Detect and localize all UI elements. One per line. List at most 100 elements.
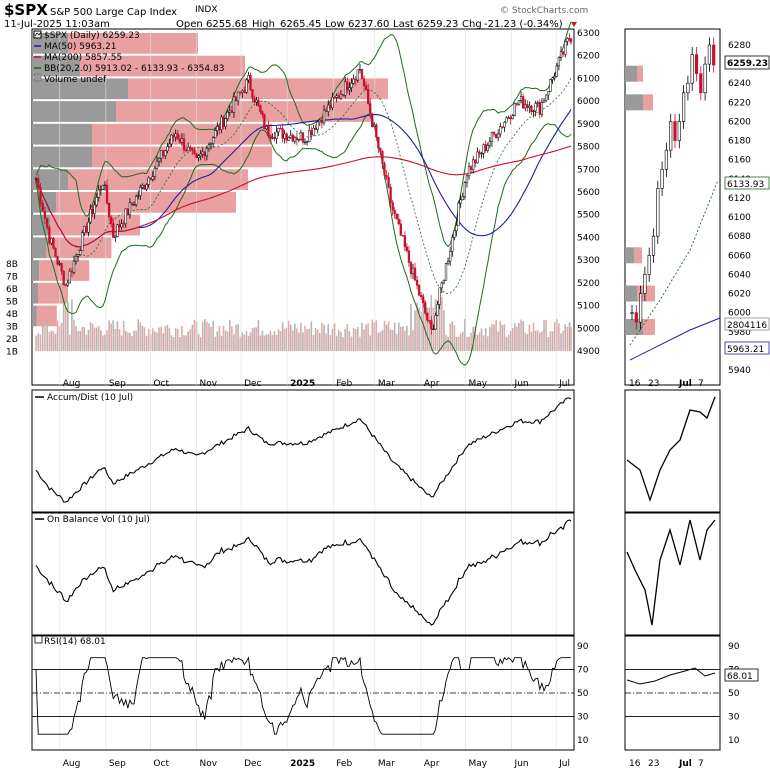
volume-bar xyxy=(461,331,464,351)
volume-bar xyxy=(191,324,194,351)
symbol: $SPX xyxy=(4,1,48,19)
candle-body xyxy=(137,195,140,197)
volume-tick-label: 7B xyxy=(6,273,18,283)
volume-bars xyxy=(35,294,572,351)
volume-bar xyxy=(189,329,192,351)
candle-body xyxy=(130,202,134,206)
volume-bar xyxy=(530,331,533,351)
candle-body xyxy=(151,176,154,180)
volume-bar xyxy=(139,322,142,351)
volume-bar xyxy=(77,330,79,351)
zoom-tick-label: 6220 xyxy=(728,98,751,108)
price-tick-label: 6200 xyxy=(577,52,600,62)
candle-body xyxy=(476,151,479,164)
volume-bar xyxy=(428,307,431,351)
rsi-tick-label: 90 xyxy=(577,642,589,652)
candle-body xyxy=(515,103,519,105)
price-tick-label: 5500 xyxy=(577,211,600,221)
candle-body xyxy=(257,99,260,107)
volume-bar xyxy=(316,329,319,351)
volume-bar xyxy=(176,328,179,351)
volume-bar xyxy=(37,333,40,351)
candle-body xyxy=(312,127,315,136)
zoom-accum-dist-panel xyxy=(624,389,721,513)
candle-body xyxy=(407,250,411,263)
obv-title: On Balance Vol (10 Jul) xyxy=(47,515,150,525)
candle-body xyxy=(101,184,105,190)
bb-lower-line xyxy=(35,113,572,366)
candle-body xyxy=(76,254,80,257)
vbp-red-bar xyxy=(92,146,272,168)
zoom-x-label: 7 xyxy=(698,759,704,769)
candle-body xyxy=(293,137,296,142)
candle-body xyxy=(335,95,338,98)
volume-bar xyxy=(174,328,177,351)
candle-body xyxy=(430,320,433,330)
volume-bar xyxy=(387,321,390,351)
volume-bar xyxy=(131,336,133,351)
zoom-x-label: 7 xyxy=(698,379,704,389)
candle-body xyxy=(415,279,419,286)
vbp-red-bar xyxy=(80,55,245,77)
volume-bar xyxy=(400,326,402,351)
volume-bar xyxy=(480,328,483,351)
zoom-tick-label: 6080 xyxy=(728,232,751,242)
volume-tick-label: 4B xyxy=(6,310,18,320)
candle-body xyxy=(64,284,67,286)
candle-body xyxy=(34,178,38,180)
candle-body xyxy=(453,230,456,238)
volume-bar xyxy=(381,330,384,351)
candle-body xyxy=(387,176,390,188)
zoom-vbp-gray xyxy=(625,318,643,335)
zoom-x-label: 16 xyxy=(629,379,641,389)
volume-bar xyxy=(48,332,51,351)
vbp-gray-bar xyxy=(32,55,80,77)
volume-bar xyxy=(166,325,169,351)
vbp-gray-bar xyxy=(32,214,50,236)
x-tick-label: Feb xyxy=(336,759,352,769)
candle-body xyxy=(517,100,521,105)
candle-body xyxy=(305,141,309,143)
x-tick-label: Sep xyxy=(109,379,126,389)
candle-body xyxy=(327,104,330,112)
rsi-tick-label: 30 xyxy=(577,713,589,723)
volume-bar xyxy=(371,319,374,351)
volume-bar xyxy=(216,331,219,351)
volume-bar xyxy=(60,322,63,351)
candle-body xyxy=(218,126,221,130)
candle-body xyxy=(555,65,558,77)
volume-bar xyxy=(491,324,493,351)
candle-body xyxy=(318,119,321,123)
volume-bar xyxy=(389,329,392,351)
candle-body xyxy=(62,270,65,286)
candle-body xyxy=(74,256,78,262)
volume-bar xyxy=(408,335,410,351)
candle-body xyxy=(497,133,500,139)
volume-bar xyxy=(168,328,171,351)
last-value: 6259.23 xyxy=(417,19,458,30)
candle-body xyxy=(251,89,254,99)
candle-body xyxy=(358,69,362,71)
volume-bar xyxy=(497,331,499,351)
candle-body xyxy=(205,148,209,157)
exchange: INDX xyxy=(195,5,217,15)
candle-body xyxy=(557,57,561,67)
volume-bar xyxy=(543,320,545,351)
candle-body xyxy=(103,184,107,186)
volume-bar xyxy=(122,321,125,351)
zoom-candle-body xyxy=(634,312,638,323)
candle-body xyxy=(507,117,510,119)
candle-body xyxy=(320,119,324,124)
x-tick-label: Oct xyxy=(153,379,169,389)
volume-bar xyxy=(397,322,400,351)
vbp-gray-bar xyxy=(32,260,40,281)
zoom-candle-body xyxy=(677,121,681,141)
candle-body xyxy=(551,77,554,80)
volume-bar xyxy=(383,320,386,351)
price-tick-label: 5400 xyxy=(577,233,600,243)
x-tick-label: Aug xyxy=(63,379,81,389)
volume-bar xyxy=(129,332,131,351)
candle-body xyxy=(180,138,184,143)
volume-bar xyxy=(416,302,418,351)
